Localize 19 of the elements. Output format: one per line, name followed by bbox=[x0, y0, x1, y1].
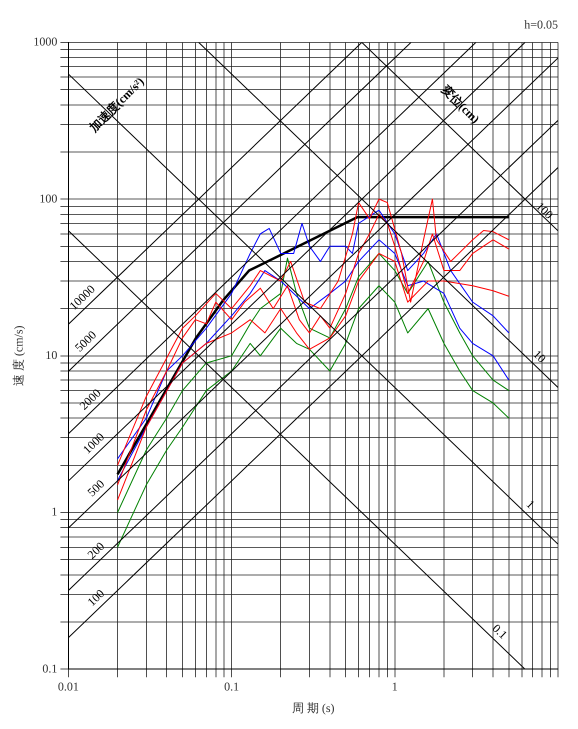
x-tick-label: 0.01 bbox=[58, 680, 79, 694]
x-tick-label: 1 bbox=[392, 680, 398, 694]
x-tick-label: 0.1 bbox=[224, 680, 240, 694]
x-axis-title: 周 期 (s) bbox=[292, 700, 335, 715]
text: 0.1 bbox=[490, 621, 510, 642]
text: 10 bbox=[530, 347, 549, 366]
y-tick-label: 100 bbox=[39, 191, 58, 206]
text: 1 bbox=[524, 497, 538, 512]
y-tick-label: 1 bbox=[51, 504, 58, 519]
y-axis-title: 速 度 (cm/s) bbox=[11, 325, 26, 386]
y-tick-label: 1000 bbox=[33, 34, 58, 49]
text: 500 bbox=[84, 476, 108, 500]
y-tick-label: 0.1 bbox=[42, 661, 58, 676]
text: 100 bbox=[84, 586, 108, 609]
text: 100 bbox=[533, 199, 556, 222]
text: 200 bbox=[84, 539, 108, 562]
annotation: 変位(cm) bbox=[438, 82, 482, 126]
y-tick-label: 10 bbox=[45, 348, 58, 362]
chart-title: h=0.05 bbox=[524, 17, 558, 32]
